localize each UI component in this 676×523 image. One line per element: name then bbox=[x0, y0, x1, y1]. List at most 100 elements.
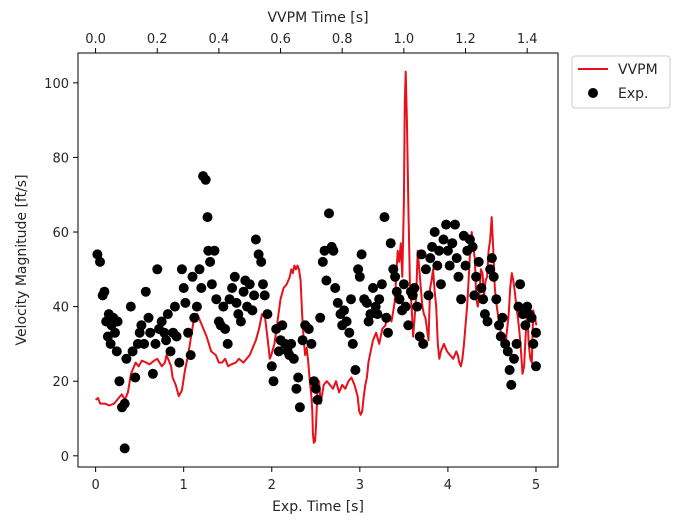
scatter-point-exp bbox=[500, 338, 511, 349]
scatter-point-exp bbox=[488, 271, 499, 282]
scatter-point-exp bbox=[294, 402, 305, 413]
scatter-point-exp bbox=[398, 279, 409, 290]
y-tick-label: 60 bbox=[52, 226, 69, 241]
top-x-tick-label: 0.6 bbox=[270, 32, 291, 47]
legend: VVPM Exp. bbox=[571, 55, 671, 109]
scatter-point-exp bbox=[388, 264, 399, 275]
scatter-point-exp bbox=[222, 338, 233, 349]
scatter-point-exp bbox=[526, 312, 537, 323]
scatter-point-exp bbox=[361, 297, 372, 308]
scatter-point-exp bbox=[159, 327, 170, 338]
scatter-point-exp bbox=[414, 331, 425, 342]
scatter-point-exp bbox=[467, 241, 478, 252]
plot-frame bbox=[77, 52, 559, 468]
scatter-point-exp bbox=[121, 353, 132, 364]
top-x-tick-label: 1.2 bbox=[455, 32, 476, 47]
scatter-point-exp bbox=[478, 294, 489, 305]
scatter-point-exp bbox=[309, 376, 319, 387]
scatter-point-exp bbox=[347, 338, 358, 349]
scatter-point-exp bbox=[112, 316, 123, 327]
scatter-point-exp bbox=[150, 338, 161, 349]
scatter-point-exp bbox=[372, 309, 383, 320]
legend-vvpm-label: VVPM bbox=[618, 62, 658, 78]
scatter-point-exp bbox=[353, 264, 364, 275]
scatter-point-exp bbox=[183, 327, 194, 338]
scatter-point-exp bbox=[381, 312, 392, 323]
scatter-point-exp bbox=[235, 316, 246, 327]
scatter-point-exp bbox=[520, 320, 531, 331]
top-x-axis-label: VVPM Time [s] bbox=[267, 10, 368, 26]
scatter-point-exp bbox=[341, 316, 352, 327]
y-tick-label: 0 bbox=[61, 450, 69, 465]
scatter-point-exp bbox=[330, 283, 341, 293]
scatter-point-exp bbox=[95, 256, 105, 267]
scatter-point-exp bbox=[317, 256, 328, 267]
scatter-point-exp bbox=[187, 271, 198, 282]
scatter-point-exp bbox=[390, 271, 401, 282]
scatter-point-exp bbox=[374, 294, 385, 305]
scatter-point-exp bbox=[136, 320, 147, 331]
scatter-point-exp bbox=[119, 398, 130, 409]
scatter-point-exp bbox=[273, 346, 284, 357]
scatter-point-exp bbox=[432, 260, 443, 271]
scatter-point-exp bbox=[531, 361, 541, 372]
scatter-point-exp bbox=[247, 305, 258, 316]
scatter-point-exp bbox=[205, 256, 216, 267]
scatter-point-exp bbox=[315, 312, 326, 323]
scatter-point-exp bbox=[476, 283, 487, 293]
scatter-point-exp bbox=[249, 290, 260, 301]
scatter-point-exp bbox=[171, 331, 182, 342]
scatter-point-exp bbox=[130, 372, 141, 383]
scatter-point-exp bbox=[180, 297, 191, 308]
scatter-point-exp bbox=[365, 309, 376, 320]
scatter-point-exp bbox=[291, 383, 302, 394]
scatter-point-exp bbox=[494, 320, 504, 331]
scatter-point-exp bbox=[423, 290, 434, 301]
scatter-point-exp bbox=[451, 253, 462, 264]
scatter-point-exp bbox=[220, 324, 231, 334]
data-layer bbox=[92, 70, 541, 454]
scatter-point-exp bbox=[383, 327, 393, 338]
scatter-point-exp bbox=[504, 365, 515, 375]
scatter-point-exp bbox=[258, 279, 268, 290]
scatter-point-exp bbox=[456, 294, 467, 305]
scatter-point-exp bbox=[200, 174, 211, 185]
scatter-point-exp bbox=[515, 279, 526, 290]
scatter-point-exp bbox=[368, 283, 378, 293]
scatter-point-exp bbox=[185, 350, 196, 361]
scatter-point-exp bbox=[209, 245, 220, 256]
top-x-tick-label: 0.0 bbox=[85, 32, 106, 47]
scatter-point-exp bbox=[262, 309, 273, 320]
scatter-point-exp bbox=[376, 279, 387, 290]
scatter-point-exp bbox=[145, 327, 156, 338]
scatter-point-exp bbox=[429, 227, 440, 237]
scatter-point-exp bbox=[511, 338, 522, 349]
scatter-point-exp bbox=[288, 353, 299, 364]
scatter-point-exp bbox=[444, 260, 455, 271]
scatter-point-exp bbox=[495, 331, 506, 342]
legend-exp-label: Exp. bbox=[618, 86, 648, 102]
scatter-point-exp bbox=[513, 301, 524, 312]
scatter-point-exp bbox=[92, 249, 103, 260]
scatter-point-exp bbox=[324, 208, 334, 219]
scatter-point-exp bbox=[385, 238, 396, 249]
scatter-point-exp bbox=[438, 234, 449, 245]
scatter-point-exp bbox=[321, 275, 332, 286]
scatter-point-exp bbox=[114, 376, 125, 387]
scatter-point-exp bbox=[189, 312, 200, 323]
scatter-point-exp bbox=[453, 271, 464, 282]
scatter-point-exp bbox=[178, 283, 189, 293]
top-x-tick-label: 0.8 bbox=[332, 32, 353, 47]
scatter-point-exp bbox=[346, 294, 356, 305]
scatter-point-exp bbox=[332, 297, 343, 308]
scatter-point-exp bbox=[139, 338, 150, 349]
x-tick-label: 4 bbox=[444, 478, 452, 493]
scatter-point-exp bbox=[238, 286, 249, 297]
scatter-point-exp bbox=[502, 346, 513, 357]
scatter-point-exp bbox=[253, 249, 264, 260]
scatter-point-exp bbox=[119, 443, 130, 454]
scatter-point-exp bbox=[156, 316, 167, 327]
scatter-point-exp bbox=[231, 297, 242, 308]
scatter-point-exp bbox=[140, 286, 151, 297]
top-x-tick-label: 1.0 bbox=[394, 32, 415, 47]
